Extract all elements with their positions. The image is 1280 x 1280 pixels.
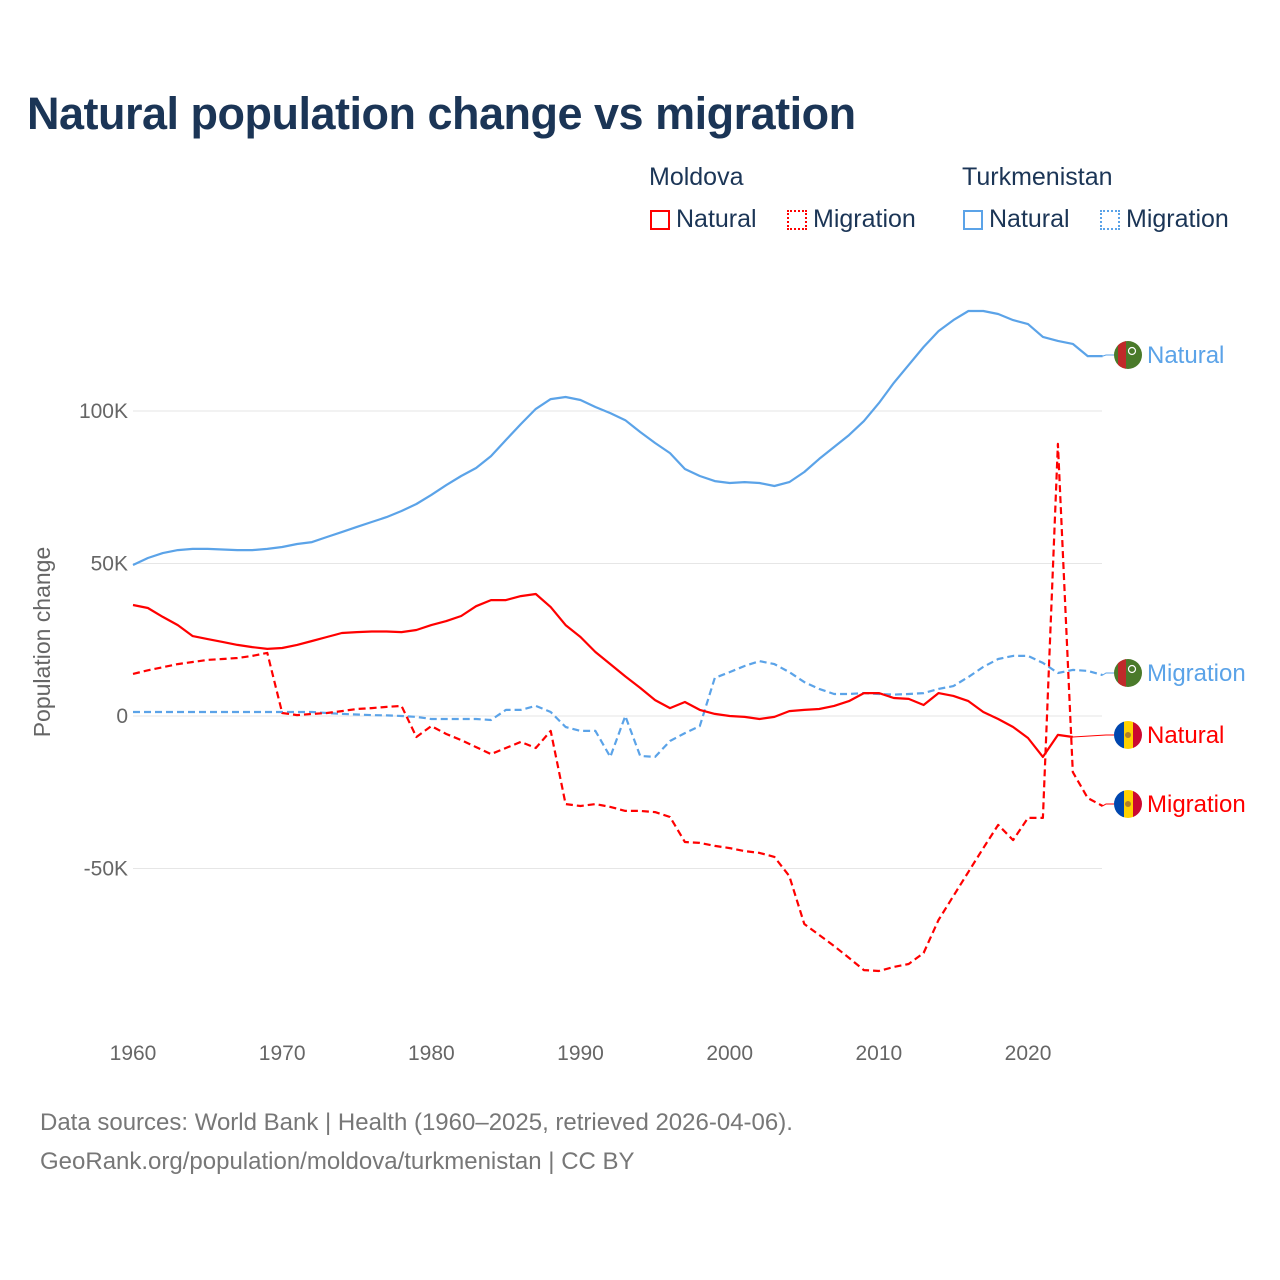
moldova-flag-icon	[1114, 790, 1142, 818]
x-tick-label: 2000	[706, 1042, 753, 1065]
end-label: Natural	[1147, 342, 1224, 369]
x-tick-label: 2010	[855, 1042, 902, 1065]
legend-turkmenistan-migration[interactable]: Migration	[1100, 205, 1229, 234]
y-tick-label: 0	[116, 705, 128, 728]
footer-source: Data sources: World Bank | Health (1960–…	[40, 1109, 793, 1136]
x-tick-label: 1970	[259, 1042, 306, 1065]
dotted-swatch-icon	[787, 209, 807, 230]
label-connector	[1102, 354, 1114, 357]
y-tick-label: 50K	[91, 553, 128, 576]
legend-label: Migration	[1126, 205, 1229, 233]
legend-turkmenistan-natural[interactable]: Natural	[963, 205, 1070, 234]
legend-group-moldova: Moldova	[649, 163, 744, 191]
x-tick-label: 1980	[408, 1042, 455, 1065]
footer-link[interactable]: GeoRank.org/population/moldova/turkmenis…	[40, 1148, 635, 1175]
y-tick-label: -50K	[84, 858, 128, 881]
series-line-moldova-natural	[132, 592, 1073, 758]
turkmenistan-flag-icon	[1114, 341, 1142, 369]
end-label: Migration	[1147, 791, 1246, 818]
y-tick-label: 100K	[79, 400, 128, 423]
legend-moldova-migration[interactable]: Migration	[787, 205, 916, 234]
solid-swatch-icon	[650, 209, 670, 230]
legend-moldova-natural[interactable]: Natural	[650, 205, 757, 234]
label-connector	[1102, 672, 1114, 676]
series-line-moldova-migration	[132, 442, 1104, 973]
series-line-turkmenistan-natural	[132, 309, 1103, 566]
end-label: Migration	[1147, 660, 1246, 687]
x-tick-label: 1960	[110, 1042, 157, 1065]
turkmenistan-flag-icon	[1114, 659, 1142, 687]
legend-label: Migration	[813, 205, 916, 233]
x-tick-label: 2020	[1005, 1042, 1052, 1065]
end-label: Natural	[1147, 722, 1224, 749]
label-connector	[1102, 803, 1114, 807]
legend-label: Natural	[676, 205, 757, 233]
dotted-swatch-icon	[1100, 209, 1120, 230]
y-axis-label: Population change	[29, 547, 55, 738]
moldova-flag-icon	[1114, 721, 1142, 749]
chart-title: Natural population change vs migration	[27, 88, 856, 139]
legend-group-turkmenistan: Turkmenistan	[962, 163, 1113, 191]
solid-swatch-icon	[963, 209, 983, 230]
label-connector	[1072, 734, 1114, 738]
x-tick-label: 1990	[557, 1042, 604, 1065]
legend-label: Natural	[989, 205, 1070, 233]
series-line-turkmenistan-migration	[133, 654, 1103, 758]
